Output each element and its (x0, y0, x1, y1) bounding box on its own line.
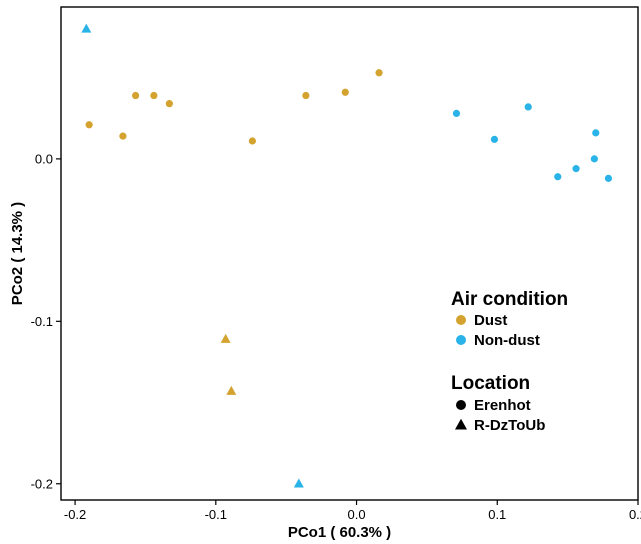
data-point-circle (604, 174, 613, 182)
legend-title-location: Location (451, 373, 530, 394)
data-point-triangle (226, 385, 237, 395)
data-point-circle (248, 137, 256, 145)
data-point-circle (375, 69, 383, 77)
legend-label-dust: Dust (474, 312, 507, 329)
x-tick-label: -0.2 (64, 507, 86, 522)
y-axis-ticks: 0.0 -0.1 -0.2 (31, 151, 61, 491)
data-point-circle (341, 88, 349, 96)
y-tick-label: -0.1 (31, 314, 53, 329)
y-tick-label: 0.0 (35, 151, 53, 166)
data-point-circle (572, 165, 580, 173)
data-point-circle (150, 91, 158, 100)
legend-title-air-condition: Air condition (451, 289, 568, 310)
data-point-circle (554, 173, 562, 181)
legend-location-items: Erenhot R-DzToUb (455, 397, 545, 434)
data-point-circle (590, 155, 598, 163)
data-point-circle (119, 132, 127, 140)
legend-label-location: Erenhot (474, 397, 531, 414)
legend-key-circle (456, 400, 466, 410)
data-point-circle (85, 121, 93, 129)
data-point-circle (302, 91, 310, 100)
x-tick-label: -0.1 (205, 507, 227, 522)
x-tick-label: 0.1 (488, 507, 506, 522)
y-axis-title: PCo2 ( 14.3% ) (9, 202, 26, 305)
data-point-circle (524, 103, 532, 111)
data-point-circle (131, 91, 140, 100)
data-points (81, 23, 613, 488)
plot-frame (60, 6, 639, 501)
legend-key-dust (456, 315, 466, 325)
legend: Air condition Dust Non-dust Location Eren… (451, 289, 568, 434)
x-tick-label: 0.0 (347, 507, 365, 522)
data-point-circle (490, 135, 499, 143)
data-point-triangle (220, 333, 231, 343)
legend-label-non-dust: Non-dust (474, 332, 540, 349)
data-point-triangle (293, 478, 304, 488)
legend-key-triangle (455, 418, 467, 430)
legend-label-location: R-DzToUb (474, 417, 545, 434)
data-point-triangle (81, 23, 92, 33)
legend-air-condition-items: Dust Non-dust (456, 312, 540, 349)
x-axis-title: PCo1 ( 60.3% ) (288, 524, 391, 541)
x-tick-label: 0.2 (629, 507, 641, 522)
y-tick-label: -0.2 (31, 476, 53, 491)
data-point-circle (592, 129, 600, 137)
data-point-circle (165, 100, 173, 108)
legend-key-non-dust (456, 335, 466, 345)
x-axis-ticks: -0.2 -0.1 0.0 0.1 0.2 (64, 500, 641, 522)
data-point-circle (452, 109, 461, 117)
